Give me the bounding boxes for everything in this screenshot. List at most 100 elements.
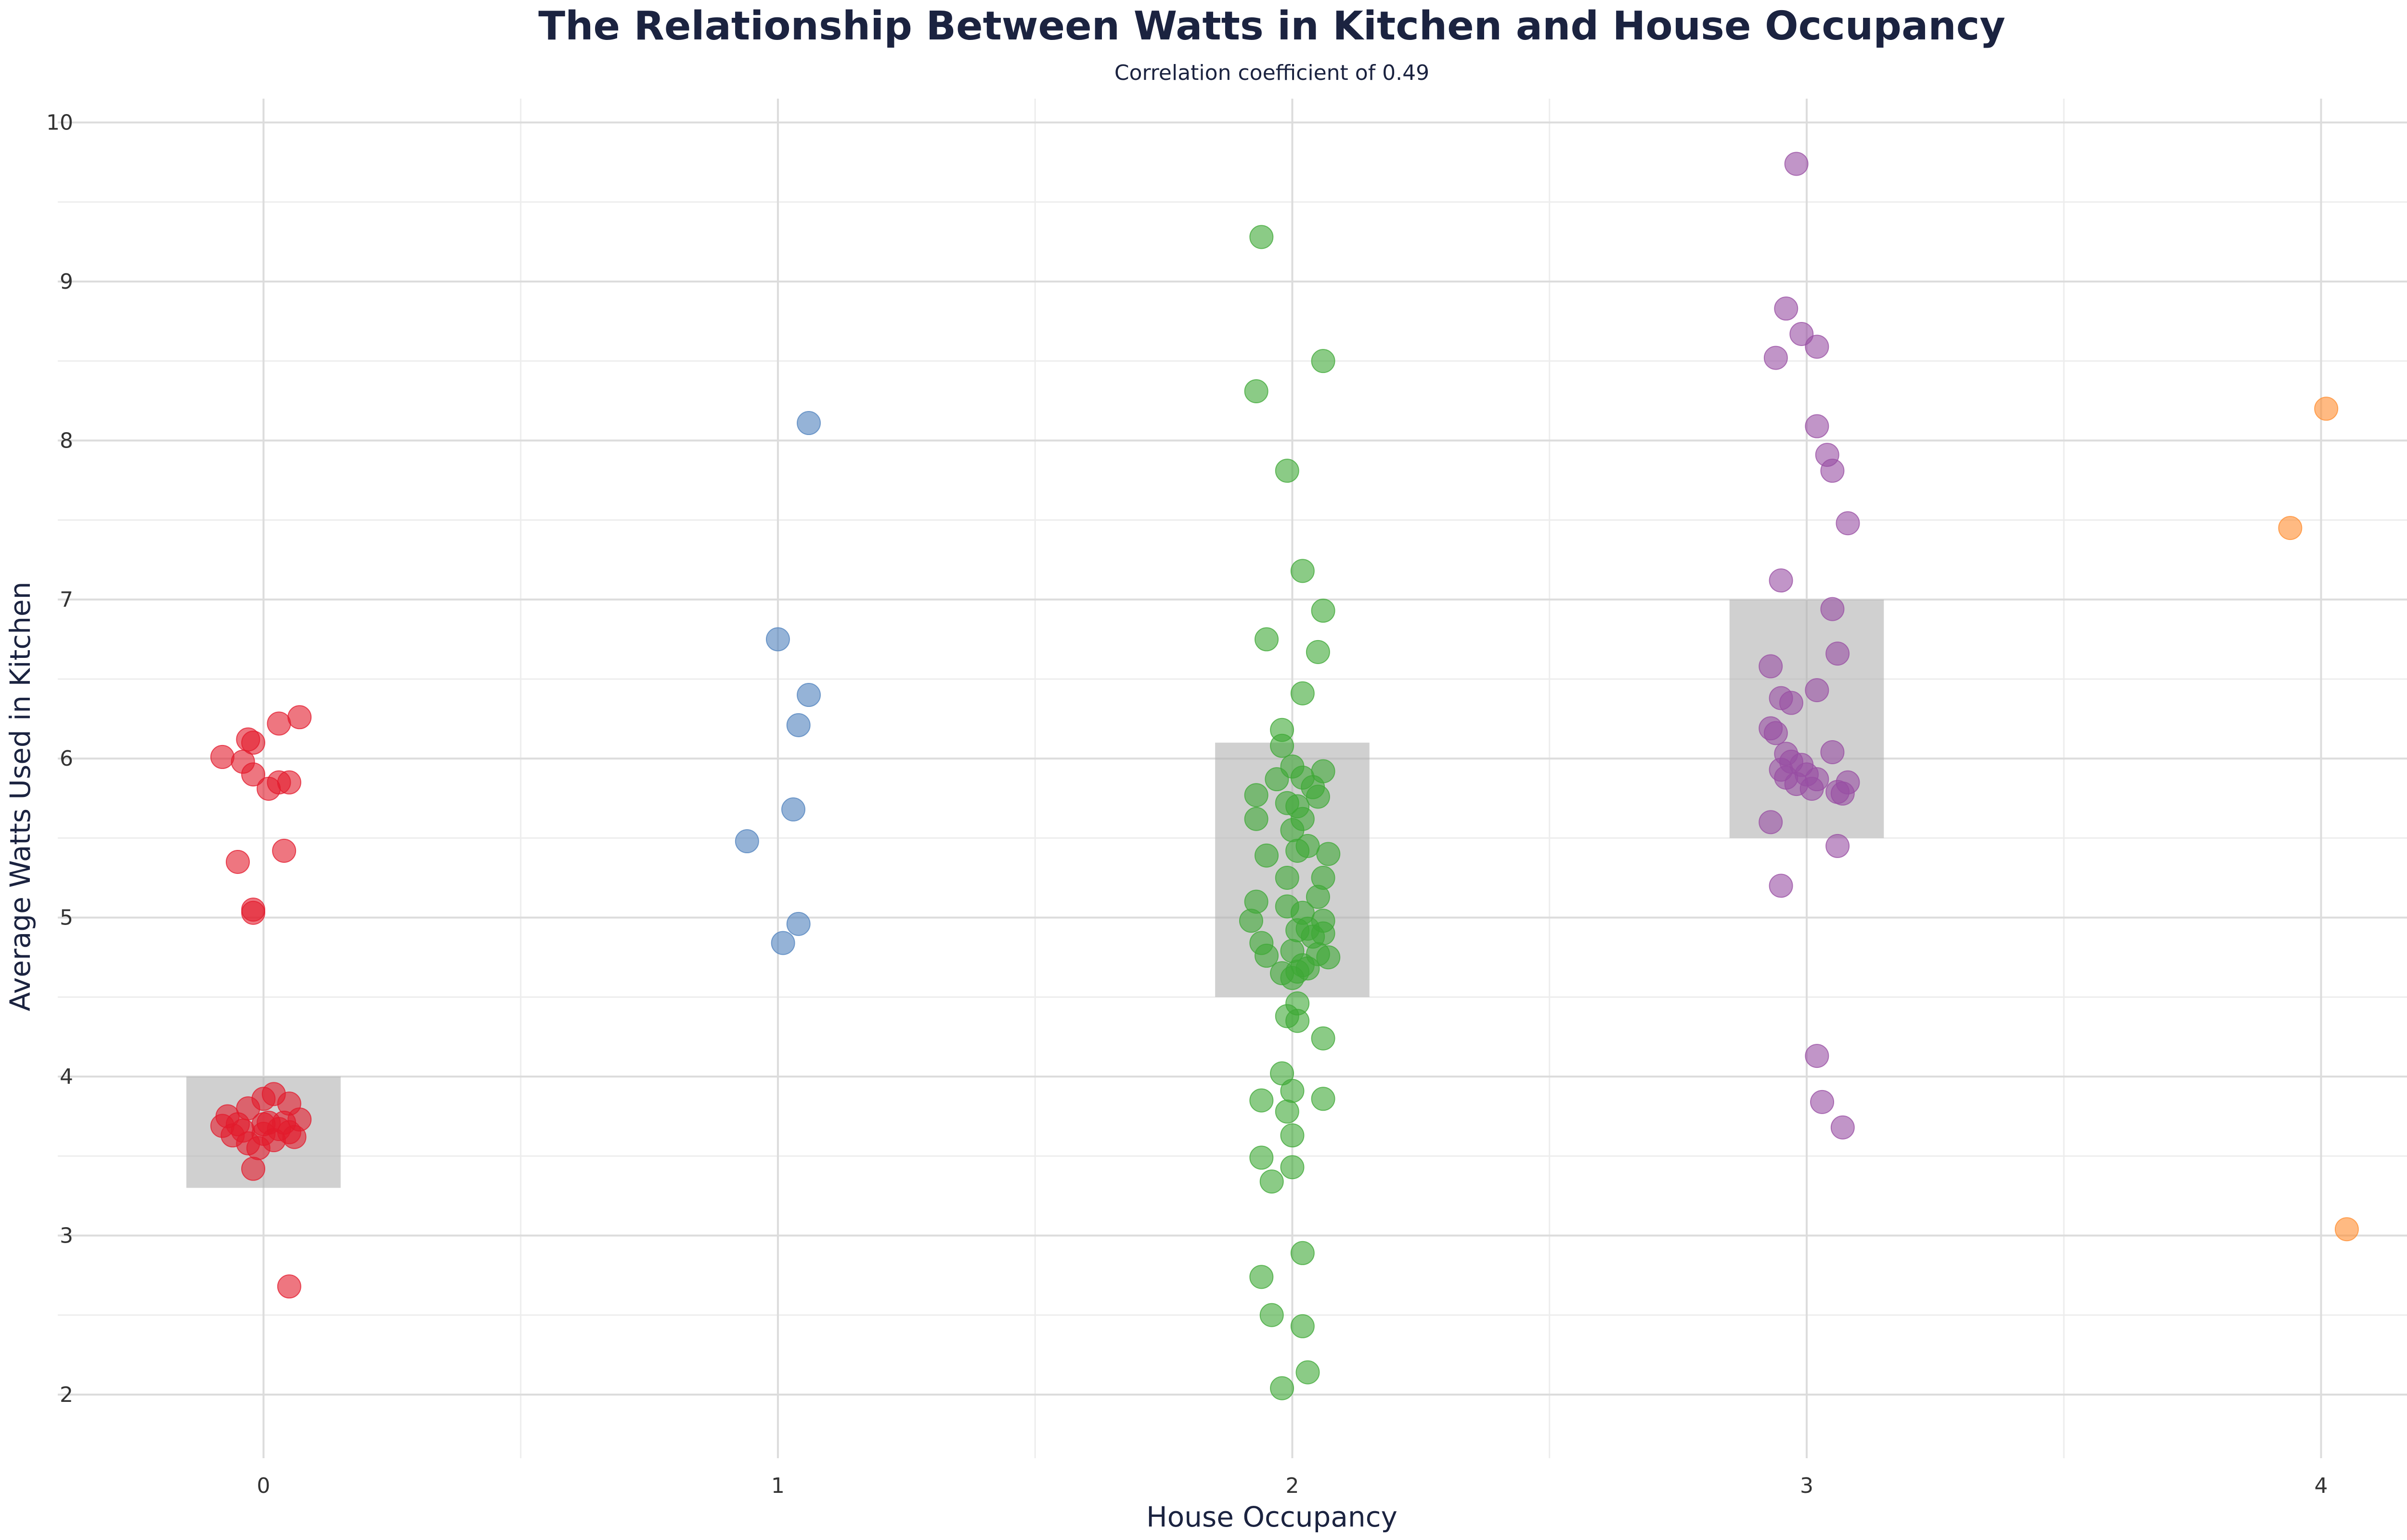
data-point: [1805, 334, 1829, 359]
data-point: [236, 727, 260, 752]
data-point: [1784, 152, 1809, 176]
data-point: [1244, 379, 1268, 403]
iqr-box: [1729, 599, 1884, 838]
data-point: [786, 713, 811, 737]
data-point: [1825, 642, 1850, 666]
data-point: [1249, 1088, 1274, 1113]
data-point: [277, 770, 301, 795]
data-point: [210, 744, 234, 769]
data-point: [2334, 1217, 2359, 1242]
data-point: [1311, 349, 1335, 373]
y-axis-label: Average Watts Used in Kitchen: [4, 582, 37, 1012]
data-point: [1249, 1265, 1274, 1289]
x-tick-label: 1: [771, 1474, 785, 1498]
data-point: [1311, 1026, 1335, 1051]
data-point: [797, 411, 821, 436]
data-point: [1270, 1376, 1294, 1400]
data-point: [1295, 1360, 1320, 1385]
data-point: [1285, 1009, 1310, 1033]
data-point: [1255, 943, 1279, 968]
data-point: [261, 1128, 286, 1153]
data-point: [765, 627, 790, 652]
data-point: [1805, 414, 1829, 438]
data-point: [1763, 721, 1788, 745]
data-point: [1810, 1090, 1835, 1114]
data-point: [1239, 909, 1263, 933]
data-point: [1820, 740, 1845, 764]
data-point: [1290, 681, 1315, 706]
chart-title: The Relationship Between Watts in Kitche…: [538, 3, 2006, 49]
data-point: [1249, 1145, 1274, 1170]
data-points: [210, 152, 2359, 1400]
data-point: [1290, 559, 1315, 583]
data-point: [1280, 1078, 1305, 1103]
data-point: [1280, 1155, 1305, 1180]
data-point: [272, 838, 297, 863]
data-point: [1759, 810, 1783, 834]
y-tick-label: 5: [60, 906, 73, 930]
data-point: [241, 900, 266, 925]
data-point: [1311, 1087, 1335, 1111]
data-point: [1805, 1044, 1829, 1068]
y-tick-label: 9: [60, 270, 73, 294]
data-point: [2314, 397, 2339, 421]
x-tick-label: 4: [2314, 1474, 2328, 1498]
data-point: [1290, 1241, 1315, 1265]
data-point: [1825, 780, 1850, 804]
data-point: [1759, 654, 1783, 679]
data-point: [1259, 1169, 1284, 1194]
data-point: [1805, 678, 1829, 703]
data-point: [1769, 873, 1793, 898]
y-tick-label: 8: [60, 428, 73, 453]
data-point: [1763, 346, 1788, 370]
y-tick-label: 10: [46, 111, 73, 135]
y-tick-label: 6: [60, 746, 73, 771]
data-point: [1311, 598, 1335, 623]
data-point: [2278, 516, 2303, 540]
data-point: [1774, 296, 1799, 321]
data-point: [287, 705, 312, 730]
data-point: [1244, 807, 1268, 831]
data-point: [1306, 885, 1330, 909]
data-point: [1244, 783, 1268, 808]
data-point: [1820, 597, 1845, 621]
data-point: [1255, 627, 1279, 652]
y-tick-label: 7: [60, 588, 73, 612]
data-point: [1275, 1099, 1299, 1124]
data-point: [1270, 733, 1294, 758]
data-point: [1836, 511, 1860, 536]
data-point: [1769, 568, 1793, 593]
data-point: [1830, 1115, 1855, 1140]
y-tick-label: 3: [60, 1223, 73, 1248]
data-point: [241, 762, 266, 787]
data-point: [1290, 1314, 1315, 1338]
chart-subtitle: Correlation coefficient of 0.49: [1114, 61, 1429, 85]
data-point: [1306, 784, 1330, 809]
data-point: [1275, 791, 1299, 815]
data-point: [1820, 459, 1845, 483]
x-tick-label: 3: [1800, 1474, 1813, 1498]
y-tick-label: 4: [60, 1065, 73, 1089]
data-point: [781, 797, 805, 821]
tick-labels: 2 3 4 5 6 7 8 9 10 0 1 2 3 4: [46, 111, 2328, 1498]
x-tick-label: 0: [257, 1474, 270, 1498]
data-point: [241, 1156, 266, 1181]
data-point: [786, 911, 811, 936]
data-point: [225, 1112, 250, 1137]
data-point: [277, 1274, 301, 1299]
data-point: [771, 931, 795, 955]
data-point: [1779, 691, 1803, 715]
data-point: [1265, 767, 1289, 792]
data-point: [225, 849, 250, 874]
data-point: [257, 776, 281, 801]
data-point: [1280, 1123, 1305, 1148]
data-point: [797, 683, 821, 707]
data-point: [1799, 776, 1824, 801]
data-point: [1316, 842, 1341, 866]
data-point: [1249, 225, 1274, 249]
data-point: [1316, 945, 1341, 970]
data-point: [735, 829, 759, 854]
data-point: [1275, 459, 1299, 483]
